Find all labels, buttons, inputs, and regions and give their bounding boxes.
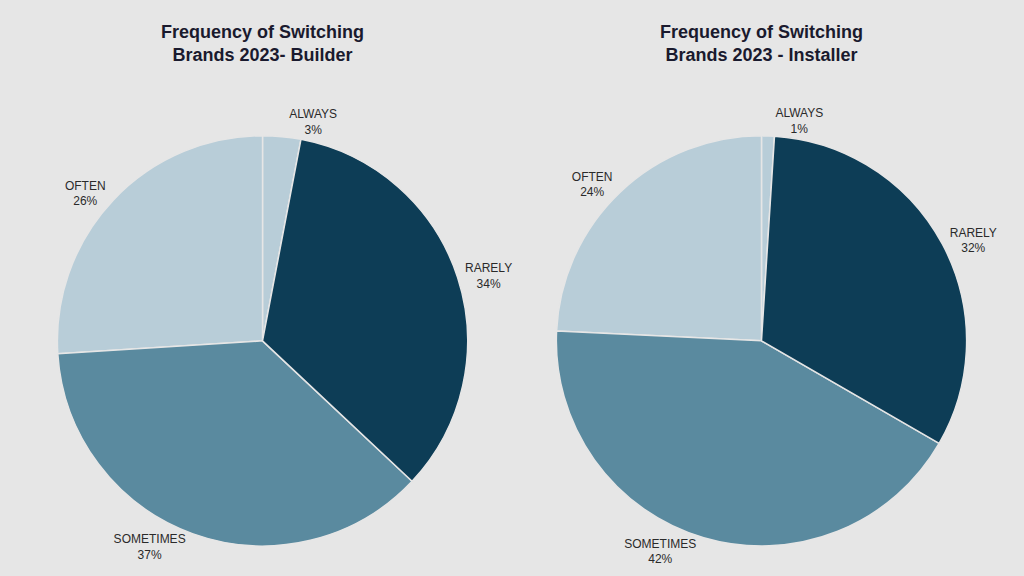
svg-text:OFTEN24%: OFTEN24%: [572, 170, 613, 200]
svg-text:OFTEN26%: OFTEN26%: [65, 179, 106, 209]
svg-text:SOMETIMES37%: SOMETIMES37%: [114, 532, 186, 562]
svg-text:ALWAYS3%: ALWAYS3%: [289, 107, 337, 137]
svg-text:SOMETIMES42%: SOMETIMES42%: [624, 537, 696, 567]
svg-text:RARELY32%: RARELY32%: [950, 226, 997, 256]
svg-text:RARELY34%: RARELY34%: [465, 261, 512, 291]
svg-text:ALWAYS1%: ALWAYS1%: [775, 106, 823, 136]
svg-text:Frequency of SwitchingBrands 2: Frequency of SwitchingBrands 2023 - Inst…: [660, 22, 863, 65]
svg-text:Frequency of SwitchingBrands 2: Frequency of SwitchingBrands 2023- Build…: [161, 22, 364, 65]
